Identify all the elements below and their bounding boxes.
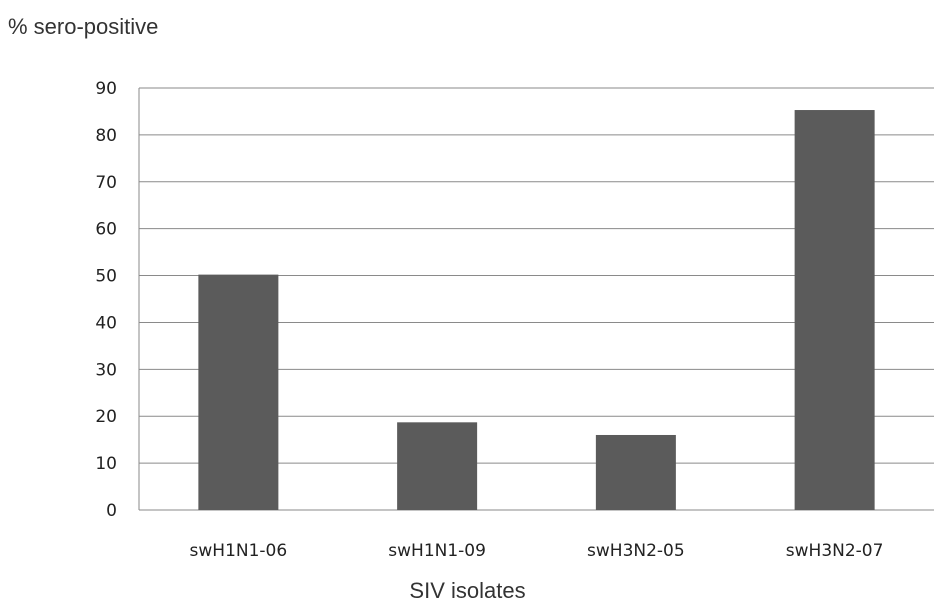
bar-swH3N2-05 [595,434,676,510]
x-axis-label: SIV isolates [409,578,526,603]
x-tick-label: swH3N2-07 [786,541,884,561]
bar-swH3N2-07 [794,110,875,510]
x-tick-label: swH1N1-06 [190,541,288,561]
y-tick-label: 60 [95,220,117,240]
y-tick-label: 90 [95,79,117,99]
y-tick-labels: 0 10 20 30 40 50 60 70 80 90 [95,79,117,521]
bar-swH1N1-06 [198,274,279,510]
y-tick-label: 70 [95,173,117,193]
y-tick-label: 50 [95,267,117,287]
bars [198,110,875,510]
y-axis-label: % sero-positive [8,14,159,39]
x-tick-label: swH1N1-09 [388,541,486,561]
y-tick-label: 0 [106,501,117,521]
y-tick-label: 80 [95,126,117,146]
y-tick-label: 40 [95,313,117,333]
x-tick-label: swH3N2-05 [587,541,685,561]
y-tick-label: 10 [95,454,117,474]
y-tick-label: 20 [95,407,117,427]
y-tick-label: 30 [95,360,117,380]
x-tick-labels: swH1N1-06 swH1N1-09 swH3N2-05 swH3N2-07 [190,541,884,561]
bar-swH1N1-09 [397,422,478,510]
